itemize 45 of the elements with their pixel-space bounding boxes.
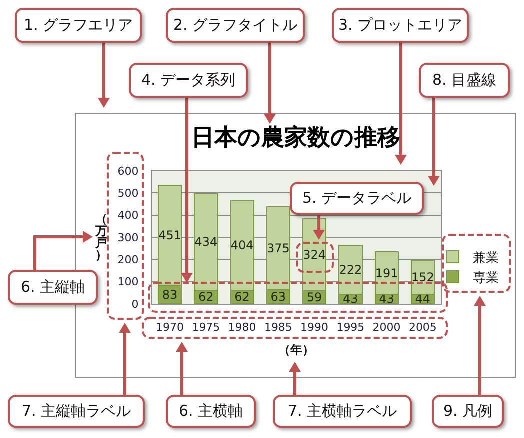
- y-tick-label: 200: [118, 254, 139, 267]
- data-label: 451: [158, 228, 182, 243]
- data-label: 191: [375, 266, 398, 280]
- data-label: 83: [162, 288, 178, 302]
- legend-label: 専業: [473, 270, 499, 286]
- y-tick-label: 300: [118, 231, 139, 244]
- data-label: 152: [411, 270, 434, 284]
- text: 4. データ系列: [129, 63, 248, 98]
- legend-label: 兼業: [473, 251, 499, 266]
- data-label: 375: [266, 241, 290, 256]
- data-label: 62: [234, 290, 250, 304]
- data-label: 324: [303, 248, 326, 262]
- text: 6. 主縦軸: [8, 270, 98, 305]
- x-tick-label: 1985: [264, 321, 292, 334]
- chart-title: 日本の農家数の推移: [192, 124, 400, 152]
- x-axis-title: （年）: [278, 343, 314, 358]
- x-tick-label: 1990: [300, 321, 329, 334]
- x-tick-label: 2000: [372, 321, 401, 334]
- text: 8. 目盛線: [419, 63, 510, 98]
- text: 7. 主縦軸ラベル: [8, 395, 145, 428]
- data-label: 404: [230, 238, 254, 252]
- text: 1. グラフエリア: [15, 8, 142, 43]
- text: 6. 主横軸: [166, 395, 256, 428]
- y-tick-label: 400: [118, 209, 139, 222]
- text: 2. グラフタイトル: [166, 8, 305, 43]
- x-tick-label: 2005: [408, 321, 437, 334]
- data-label: 222: [339, 262, 362, 277]
- data-label: 434: [194, 235, 218, 250]
- y-axis-title: （万戸）: [95, 212, 108, 262]
- y-tick-label: 500: [118, 187, 139, 200]
- x-tick-label: 1970: [156, 321, 184, 334]
- y-tick-label: 100: [118, 276, 139, 289]
- x-tick-label: 1975: [192, 321, 220, 334]
- data-label: 62: [198, 290, 214, 304]
- y-tick-label: 0: [132, 298, 139, 311]
- text: 9. 凡例: [432, 395, 504, 428]
- data-label: 63: [270, 290, 286, 304]
- data-label: 44: [415, 292, 431, 306]
- data-label: 59: [306, 290, 322, 304]
- text: 3. プロットエリア: [332, 8, 469, 43]
- x-tick-label: 1980: [228, 321, 256, 334]
- text: 7. 主横軸ラベル: [273, 395, 412, 428]
- annotation: 5. データラベル: [290, 182, 424, 215]
- y-tick-label: 600: [118, 164, 139, 178]
- x-tick-label: 1995: [336, 321, 365, 334]
